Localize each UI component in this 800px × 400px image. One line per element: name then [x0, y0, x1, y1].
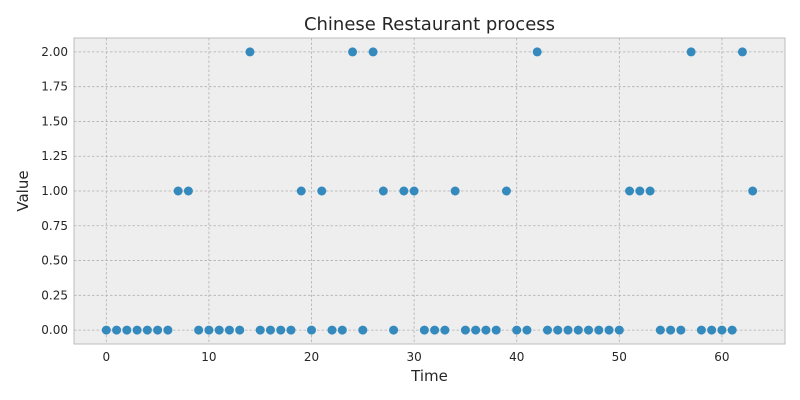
y-tick-label: 1.25	[41, 149, 68, 163]
x-tick-label: 50	[612, 350, 627, 364]
data-point	[296, 186, 306, 196]
data-point	[645, 186, 655, 196]
x-tick-label: 30	[406, 350, 421, 364]
y-tick-label: 0.50	[41, 254, 68, 268]
data-point	[317, 186, 327, 196]
data-point	[173, 186, 183, 196]
x-tick-label: 0	[102, 350, 110, 364]
y-tick-label: 0.25	[41, 288, 68, 302]
data-point	[512, 325, 522, 335]
data-point	[378, 186, 388, 196]
data-point	[430, 325, 440, 335]
data-point	[337, 325, 347, 335]
data-point	[563, 325, 573, 335]
grid	[74, 38, 785, 344]
data-point	[101, 325, 111, 335]
data-point	[481, 325, 491, 335]
data-point	[348, 47, 358, 57]
data-point	[399, 186, 409, 196]
data-point	[327, 325, 337, 335]
data-point	[584, 325, 594, 335]
y-axis-ticks: 0.00 0.25 0.50 0.75 1.00 1.25 1.50 1.75 2.00	[41, 45, 68, 337]
y-tick-label: 1.75	[41, 80, 68, 94]
data-point	[307, 325, 317, 335]
data-point	[255, 325, 265, 335]
data-point	[440, 325, 450, 335]
data-point	[471, 325, 481, 335]
data-point	[594, 325, 604, 335]
data-point	[553, 325, 563, 335]
data-point	[132, 325, 142, 335]
x-tick-label: 40	[509, 350, 524, 364]
data-point	[276, 325, 286, 335]
data-point	[707, 325, 717, 335]
data-point	[614, 325, 624, 335]
data-point	[450, 186, 460, 196]
data-point	[501, 186, 511, 196]
data-point	[460, 325, 470, 335]
data-point	[419, 325, 429, 335]
y-tick-label: 2.00	[41, 45, 68, 59]
x-tick-label: 10	[201, 350, 216, 364]
data-point	[194, 325, 204, 335]
data-point	[286, 325, 296, 335]
y-tick-label: 0.00	[41, 323, 68, 337]
data-point	[358, 325, 368, 335]
y-tick-label: 1.00	[41, 184, 68, 198]
data-point	[389, 325, 399, 335]
data-point	[748, 186, 758, 196]
chart-title: Chinese Restaurant process	[304, 14, 555, 35]
data-point	[245, 47, 255, 57]
data-point	[153, 325, 163, 335]
data-point	[112, 325, 122, 335]
y-axis-label: Value	[14, 170, 32, 211]
data-point	[676, 325, 686, 335]
data-point	[122, 325, 132, 335]
data-point	[183, 186, 193, 196]
y-tick-label: 1.50	[41, 114, 68, 128]
x-tick-label: 20	[304, 350, 319, 364]
data-point	[717, 325, 727, 335]
x-tick-label: 60	[714, 350, 729, 364]
data-point	[522, 325, 532, 335]
x-axis-ticks: 0 10 20 30 40 50 60	[102, 350, 729, 364]
data-point	[409, 186, 419, 196]
data-point	[727, 325, 737, 335]
data-point	[235, 325, 245, 335]
data-point	[635, 186, 645, 196]
data-point	[204, 325, 214, 335]
data-point	[163, 325, 173, 335]
data-point	[655, 325, 665, 335]
data-point	[265, 325, 275, 335]
data-point	[491, 325, 501, 335]
data-point	[214, 325, 224, 335]
y-tick-label: 0.75	[41, 219, 68, 233]
data-point	[573, 325, 583, 335]
data-point	[142, 325, 152, 335]
data-point	[604, 325, 614, 335]
data-point	[532, 47, 542, 57]
data-point	[696, 325, 706, 335]
data-points	[101, 47, 758, 335]
data-point	[625, 186, 635, 196]
data-point	[368, 47, 378, 57]
data-point	[224, 325, 234, 335]
data-point	[737, 47, 747, 57]
data-point	[542, 325, 552, 335]
data-point	[686, 47, 696, 57]
x-axis-label: Time	[410, 367, 448, 385]
data-point	[666, 325, 676, 335]
